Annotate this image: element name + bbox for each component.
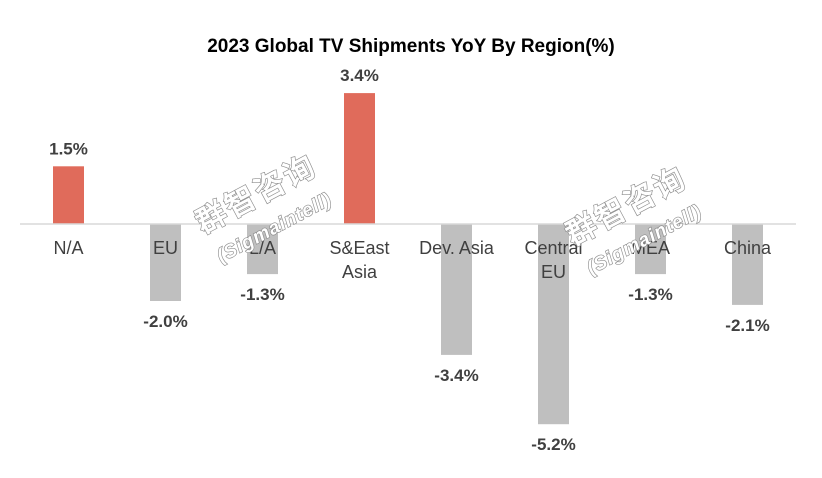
bar-6 bbox=[635, 224, 666, 275]
bar-2 bbox=[247, 224, 278, 275]
category-label-0: N/A bbox=[53, 238, 83, 258]
bar-3 bbox=[344, 93, 375, 224]
data-label-3: 3.4% bbox=[340, 66, 379, 85]
bar-4 bbox=[441, 224, 472, 355]
data-label-1: -2.0% bbox=[143, 312, 187, 331]
category-label-7: China bbox=[724, 238, 772, 258]
bar-7 bbox=[732, 224, 763, 305]
chart-title: 2023 Global TV Shipments YoY By Region(%… bbox=[207, 36, 615, 57]
category-label-5-line-1: EU bbox=[541, 262, 566, 282]
category-label-4: Dev. Asia bbox=[419, 238, 495, 258]
bar-0 bbox=[53, 166, 84, 225]
category-labels: N/A EU L/A S&East Asia Dev. Asia Central EU MEA C… bbox=[53, 238, 772, 282]
data-label-5: -5.2% bbox=[531, 435, 575, 454]
category-label-6: MEA bbox=[631, 238, 670, 258]
bars-group bbox=[53, 93, 763, 425]
category-label-3-line-1: Asia bbox=[342, 262, 378, 282]
bar-5 bbox=[538, 224, 569, 425]
bar-1 bbox=[150, 224, 181, 301]
category-label-2: L/A bbox=[249, 238, 276, 258]
data-label-0: 1.5% bbox=[49, 139, 88, 158]
data-label-2: -1.3% bbox=[240, 285, 284, 304]
data-labels: 1.5% -2.0% -1.3% 3.4% -3.4% -5.2% -1.3% -2.1% bbox=[49, 66, 770, 454]
category-label-5-line-0: Central bbox=[524, 238, 582, 258]
watermark-2: 群智咨询 (Sigmaintell) bbox=[560, 160, 706, 279]
data-label-6: -1.3% bbox=[628, 285, 672, 304]
data-label-4: -3.4% bbox=[434, 366, 478, 385]
category-label-3-line-0: S&East bbox=[329, 238, 389, 258]
data-label-7: -2.1% bbox=[725, 316, 769, 335]
category-label-1: EU bbox=[153, 238, 178, 258]
